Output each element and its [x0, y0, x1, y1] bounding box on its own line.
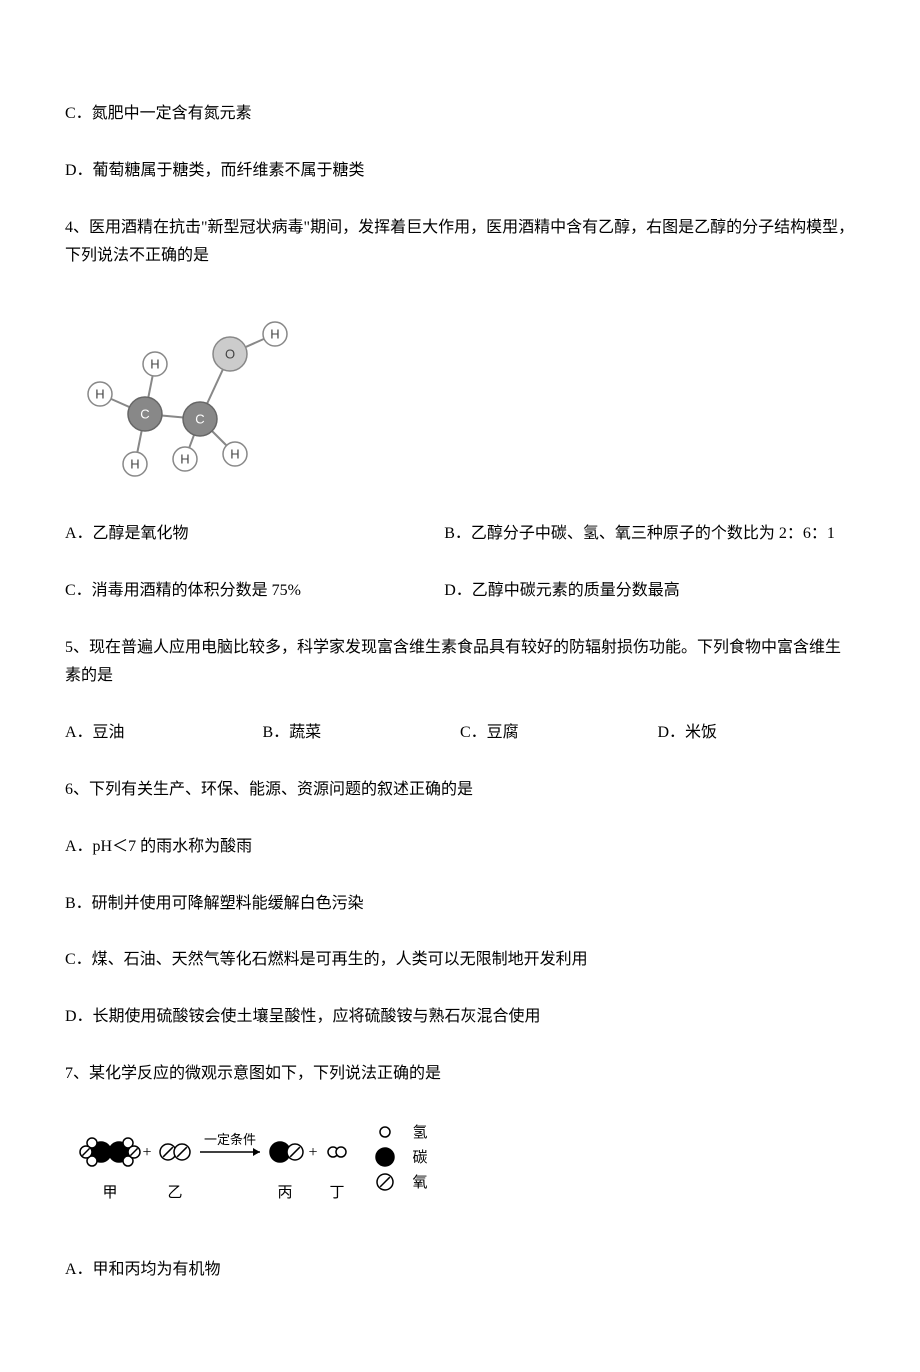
q5-stem: 5、现在普遍人应用电脑比较多，科学家发现富含维生素食品具有较好的防辐射损伤功能。…: [65, 634, 855, 692]
svg-text:+: +: [142, 1144, 151, 1161]
q5-option-a: A．豆油: [65, 719, 263, 748]
q4-options-row-1: A．乙醇是氧化物 B．乙醇分子中碳、氢、氧三种原子的个数比为 2：6：1: [65, 520, 855, 549]
svg-text:丁: 丁: [329, 1185, 344, 1201]
svg-text:氧: 氧: [412, 1174, 427, 1191]
svg-text:+: +: [308, 1144, 317, 1161]
svg-text:O: O: [225, 347, 235, 362]
svg-text:氢: 氢: [412, 1124, 427, 1141]
q6-option-a: A．pH＜7 的雨水称为酸雨: [65, 833, 855, 862]
q6-option-b: B．研制并使用可降解塑料能缓解白色污染: [65, 890, 855, 919]
svg-text:H: H: [130, 457, 139, 472]
q4-option-b: B．乙醇分子中碳、氢、氧三种原子的个数比为 2：6：1: [444, 520, 855, 549]
q6-stem: 6、下列有关生产、环保、能源、资源问题的叙述正确的是: [65, 776, 855, 805]
svg-text:乙: 乙: [167, 1185, 182, 1201]
q4-molecule-diagram: H O H H C C H H H: [75, 299, 855, 495]
q5-option-c: C．豆腐: [460, 719, 658, 748]
q4-options-row-2: C．消毒用酒精的体积分数是 75% D．乙醇中碳元素的质量分数最高: [65, 577, 855, 606]
q4-option-a: A．乙醇是氧化物: [65, 520, 444, 549]
q4-option-d: D．乙醇中碳元素的质量分数最高: [444, 577, 855, 606]
svg-text:H: H: [270, 327, 279, 342]
svg-text:C: C: [195, 412, 204, 427]
svg-text:碳: 碳: [412, 1149, 427, 1166]
svg-text:H: H: [95, 387, 104, 402]
q5-options-row: A．豆油 B．蔬菜 C．豆腐 D．米饭: [65, 719, 855, 748]
svg-text:一定条件: 一定条件: [204, 1132, 256, 1147]
svg-text:H: H: [150, 357, 159, 372]
q3-option-d: D．葡萄糖属于糖类，而纤维素不属于糖类: [65, 157, 855, 186]
q3-option-c: C．氮肥中一定含有氮元素: [65, 100, 855, 129]
svg-text:H: H: [180, 452, 189, 467]
q5-option-b: B．蔬菜: [263, 719, 461, 748]
svg-text:丙: 丙: [277, 1185, 292, 1201]
q5-option-d: D．米饭: [658, 719, 856, 748]
q6-option-c: C．煤、石油、天然气等化石燃料是可再生的，人类可以无限制地开发利用: [65, 946, 855, 975]
q7-reaction-diagram: + 一定条件 + 氢碳氧甲 乙 丙 丁: [75, 1117, 855, 1228]
q7-stem: 7、某化学反应的微观示意图如下，下列说法正确的是: [65, 1060, 855, 1089]
svg-text:H: H: [230, 447, 239, 462]
q4-option-c: C．消毒用酒精的体积分数是 75%: [65, 577, 444, 606]
q7-option-a: A．甲和丙均为有机物: [65, 1256, 855, 1285]
svg-text:甲: 甲: [102, 1185, 117, 1201]
q6-option-d: D．长期使用硫酸铵会使土壤呈酸性，应将硫酸铵与熟石灰混合使用: [65, 1003, 855, 1032]
q4-stem: 4、医用酒精在抗击"新型冠状病毒"期间，发挥着巨大作用，医用酒精中含有乙醇，右图…: [65, 214, 855, 272]
svg-text:C: C: [140, 407, 149, 422]
